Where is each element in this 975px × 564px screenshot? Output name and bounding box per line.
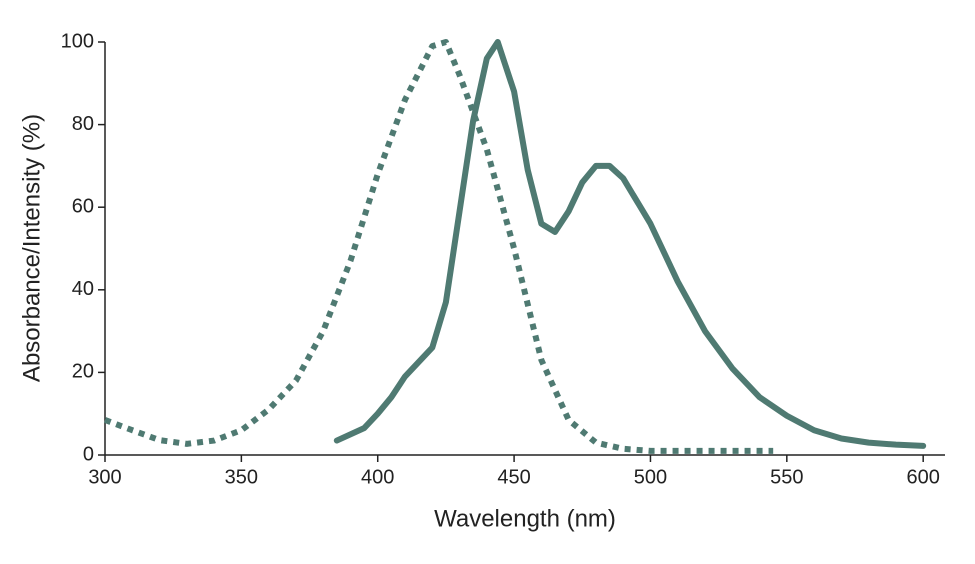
x-tick-label: 300 — [88, 466, 121, 488]
x-tick-label: 500 — [634, 466, 667, 488]
x-tick-label: 350 — [225, 466, 258, 488]
y-tick-label: 60 — [72, 195, 94, 217]
x-tick-label: 450 — [497, 466, 530, 488]
series-line — [333, 39, 927, 449]
y-axis-label: Absorbance/Intensity (%) — [18, 114, 45, 382]
x-tick-label: 550 — [770, 466, 803, 488]
y-tick-label: 0 — [83, 443, 94, 465]
y-tick-label: 80 — [72, 113, 94, 135]
y-tick-label: 100 — [61, 30, 94, 52]
y-tick-label: 20 — [72, 361, 94, 383]
series-line — [103, 39, 774, 454]
x-tick-label: 400 — [361, 466, 394, 488]
x-axis-label: Wavelength (nm) — [434, 505, 616, 532]
x-tick-label: 600 — [906, 466, 939, 488]
y-tick-label: 40 — [72, 278, 94, 300]
